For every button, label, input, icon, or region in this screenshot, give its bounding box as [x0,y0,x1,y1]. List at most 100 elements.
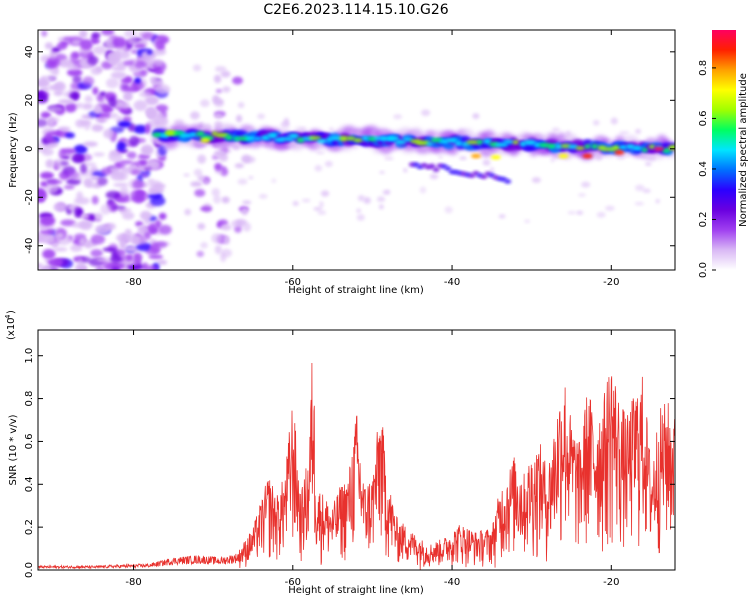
x-tick-label: -60 [285,277,301,288]
noise-blob [196,250,205,258]
noise-blob [220,224,232,231]
signal-highlight [668,144,675,151]
noise-blob [54,82,65,90]
colorbar-ticks: 0.0 0.2 0.4 0.6 0.8 [698,60,716,278]
noise-blob [317,210,327,215]
noise-blob [192,64,202,72]
noise-blob [39,215,56,226]
signal-highlight [279,137,294,141]
noise-blob [200,206,213,212]
noise-blob [113,182,129,188]
y-tick-label: 40 [24,45,35,58]
noise-blob [82,103,93,110]
colorbar-label: Normalized spectral amplitude [738,73,749,227]
noise-blob [63,36,73,42]
noise-blob [605,205,615,211]
y-tick-label: 1.0 [24,348,35,364]
y-tick-label: 0.8 [24,391,35,407]
noise-blob [49,131,63,136]
noise-blob [550,158,555,163]
noise-blob [90,249,103,258]
noise-blob [41,86,50,92]
noise-blob [204,178,209,185]
noise-blob [232,76,243,85]
noise-blob [47,258,64,267]
x-tick-label: -60 [285,577,301,588]
x-tick-label: -20 [603,577,619,588]
noise-blob [132,180,144,190]
noise-blob [63,185,75,190]
x-tick-label: -80 [125,577,141,588]
noise-blob [131,169,141,176]
signal-branch [504,179,512,184]
signal-highlight [641,147,648,153]
snr-frame [37,329,676,571]
noise-blob [38,118,48,128]
signal-highlight [233,136,240,141]
noise-blob [578,193,586,197]
noise-blob [144,123,151,135]
noise-blob [223,235,230,245]
signal-highlight [215,132,229,138]
noise-blob [119,81,130,93]
noise-blob [153,48,167,56]
snr-panel: -80 -60 -40 -20 0.0 0.2 0.4 0.6 0.8 1.0 Height of… [4,310,676,596]
noise-blob [111,266,120,270]
noise-blob [101,111,112,119]
spectrogram-axes: -80 -60 -40 -20 -40 -20 0 20 40 [24,30,675,288]
noise-blob [215,99,223,105]
noise-blob [70,244,83,252]
noise-blob [102,247,117,252]
colorbar: 0.0 0.2 0.4 0.6 0.8 Normalized spectral ampl… [698,30,749,278]
noise-blob [90,39,101,44]
noise-blob [95,264,105,270]
noise-blob [90,66,102,76]
noise-blob [40,181,48,187]
noise-blob [635,128,642,134]
noise-blob [97,177,108,186]
noise-blob [197,154,207,164]
noise-blob [234,163,245,169]
noise-blob [101,167,112,176]
noise-blob [123,60,135,66]
snr-ylabel: SNR (10 * v/v) [8,414,19,485]
x-tick-label: -20 [603,277,619,288]
noise-blob [124,245,139,253]
noise-blob [379,170,385,174]
noise-blob [200,99,210,108]
noise-blob [120,160,134,165]
colorbar-tick-label: 0.8 [698,60,709,76]
noise-blob [64,102,77,113]
noise-blob [130,189,145,200]
noise-blob [324,160,333,167]
noise-blob [213,195,222,204]
noise-blob [94,212,103,220]
signal-highlight [661,148,671,153]
noise-blob [148,111,163,120]
signal-highlight [346,136,356,141]
signal-highlight [567,144,579,150]
noise-blob [193,168,203,177]
noise-blob [66,68,83,77]
signal-highlight [494,142,509,148]
spectrogram-ylabel: Frequency (Hz) [8,112,19,188]
x-tick-label: -40 [444,277,460,288]
noise-blob [101,30,115,36]
colorbar-gradient [712,30,736,270]
noise-blob [133,99,148,111]
noise-blob [314,164,323,172]
noise-blob [634,184,645,192]
noise-blob [615,153,626,160]
noise-blob [127,38,138,45]
y-tick-label: 20 [24,94,35,107]
noise-blob [133,254,142,266]
noise-blob [69,52,78,63]
noise-blob [157,259,168,265]
noise-blob [91,32,101,39]
noise-blob [379,204,384,210]
noise-blob [221,196,230,204]
x-tick-label: -80 [125,277,141,288]
y-tick-label: 0.2 [24,519,35,535]
noise-blob [320,190,330,197]
